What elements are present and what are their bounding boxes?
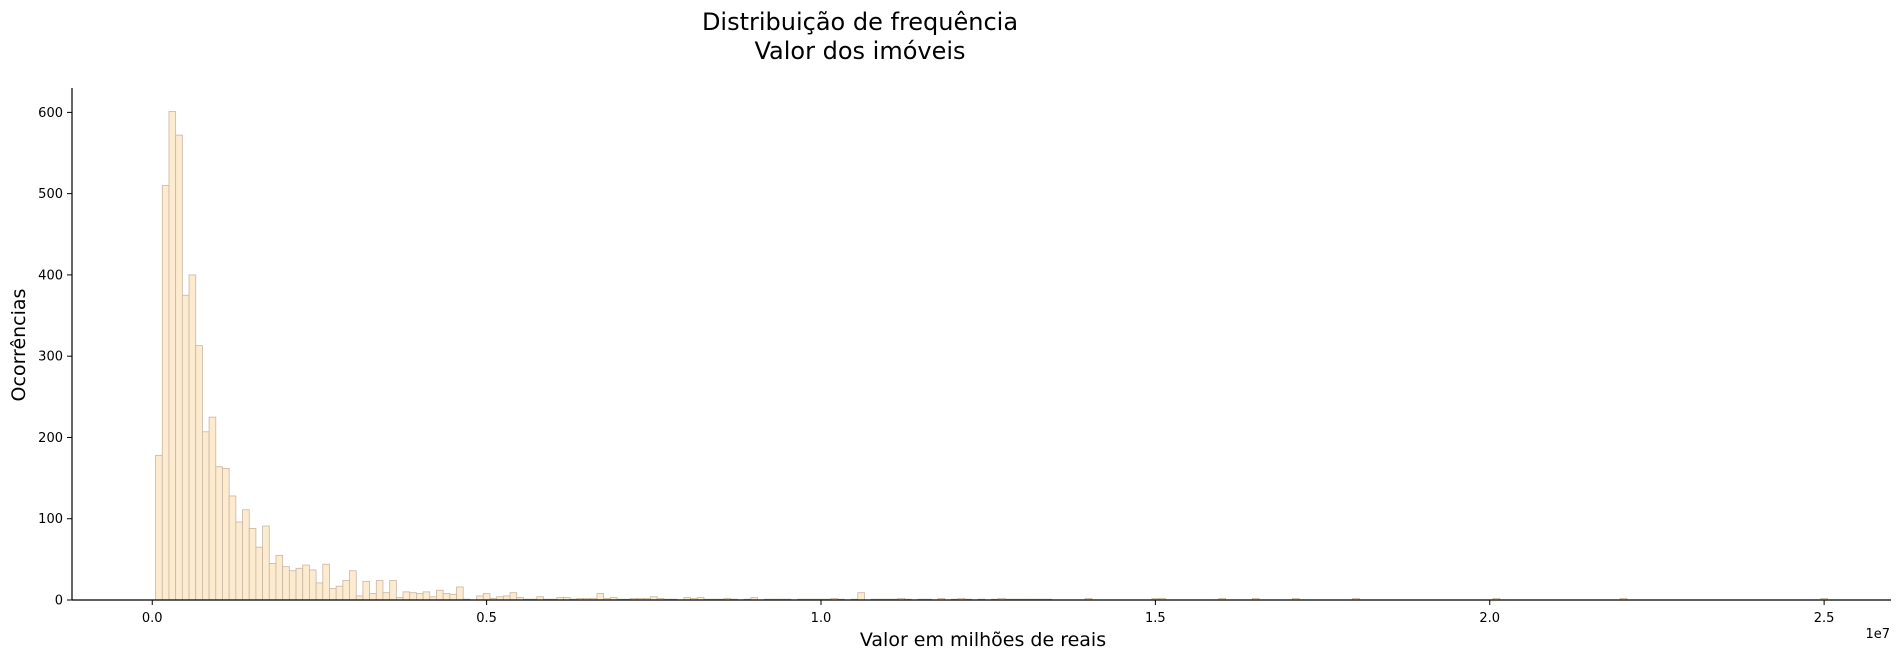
histogram-bar [228,495,237,601]
histogram-bar [382,592,391,601]
histogram-bar [248,528,257,601]
histogram-bar [315,582,324,601]
histogram-bar [349,570,357,601]
histogram-bar [235,521,243,601]
x-tick-label: 2.0 [1479,611,1500,626]
histogram-bar [596,593,605,601]
x-axis-label: Valor em milhões de reais [860,629,1106,651]
x-tick-label: 1.0 [811,611,832,626]
histogram-bar [255,546,263,601]
histogram-bar [456,586,464,601]
histogram-bar [195,345,203,601]
histogram-bar [416,593,424,601]
histogram-bar [309,569,317,601]
histogram-bar [168,111,177,601]
histogram-bar [375,580,384,601]
x-axis-ticks: 0.0 0.5 1.0 1.5 2.0 2.5 [142,600,1835,626]
x-tick-label: 0.5 [476,611,497,626]
histogram-bar [262,525,270,601]
histogram-bar [242,509,250,601]
histogram-bar [509,592,518,601]
histogram-bar [202,431,210,601]
histogram-bar [362,580,370,601]
x-tick-label: 2.5 [1814,611,1835,626]
y-tick-label: 0 [55,594,63,609]
histogram-bar [188,274,197,601]
histogram-bar [389,580,397,601]
y-tick-label: 600 [38,106,63,121]
histogram-bar [161,185,170,601]
y-axis-ticks: 0 100 200 300 400 500 600 [38,106,72,609]
histogram-bar [442,593,451,601]
histogram-bar [302,564,310,601]
histogram-bar [449,593,457,601]
y-axis-label: Ocorrências [8,289,30,402]
x-tick-label: 0.0 [142,611,163,626]
histogram-bar [322,563,330,601]
histogram-bar [355,595,364,601]
y-tick-label: 300 [38,350,63,365]
histogram-bar [422,591,431,601]
histogram-bar [436,589,444,601]
histogram-bar [282,566,290,601]
y-tick-label: 200 [38,431,63,446]
histogram-bar [175,134,183,601]
histogram-bar [155,454,163,601]
histogram-bar [476,595,484,601]
histogram-bar [275,554,284,601]
x-offset-label: 1e7 [1865,627,1890,642]
histogram-bar [409,592,417,601]
histogram-bar [369,593,377,601]
histogram-bar [208,416,217,601]
histogram-bar [215,466,223,601]
histogram-bar [402,591,411,601]
histogram-bar [295,567,304,601]
chart-title-line1: Distribuição de frequência [702,8,1018,36]
y-tick-label: 500 [38,187,63,202]
histogram-bar [329,588,337,601]
y-tick-label: 100 [38,512,63,527]
chart-title-line2: Valor dos imóveis [754,37,965,65]
histogram-bar [342,580,350,601]
x-tick-label: 1.5 [1145,611,1166,626]
y-tick-label: 400 [38,268,63,283]
histogram-bar [181,294,190,601]
histogram-bar [482,593,491,601]
histogram-bar [335,585,344,601]
histogram-bar [288,570,297,601]
histogram-bar [268,563,277,601]
histogram-bars [155,111,1828,601]
histogram-bar [222,467,230,601]
histogram-bar [502,595,511,601]
histogram-bar [857,592,865,601]
